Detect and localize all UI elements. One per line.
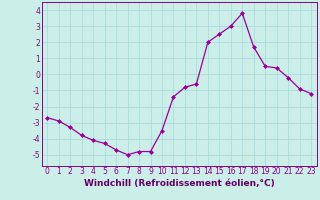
X-axis label: Windchill (Refroidissement éolien,°C): Windchill (Refroidissement éolien,°C) bbox=[84, 179, 275, 188]
